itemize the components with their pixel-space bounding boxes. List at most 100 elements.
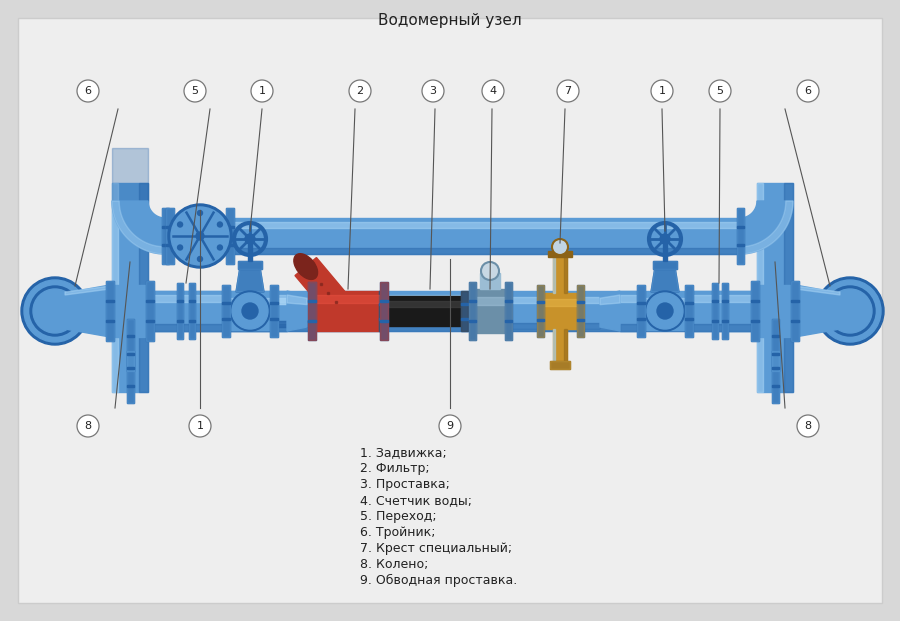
Bar <box>620 295 641 302</box>
Bar <box>238 261 262 269</box>
Bar <box>248 239 252 261</box>
Bar <box>106 300 114 302</box>
Bar <box>577 285 583 337</box>
Bar <box>722 300 728 302</box>
Bar <box>505 282 511 340</box>
Bar <box>643 292 687 330</box>
Bar <box>577 319 583 321</box>
Bar <box>166 226 174 228</box>
Text: 1: 1 <box>258 86 265 96</box>
Text: 3: 3 <box>429 86 436 96</box>
Text: 1: 1 <box>659 86 665 96</box>
Circle shape <box>218 222 222 227</box>
Bar <box>150 291 287 331</box>
Bar <box>166 244 174 246</box>
Bar <box>722 283 728 339</box>
Bar <box>836 324 840 331</box>
Bar <box>226 322 307 327</box>
Polygon shape <box>295 258 354 320</box>
Bar <box>127 335 133 337</box>
Bar <box>755 285 795 337</box>
Bar <box>771 351 778 403</box>
Bar <box>112 337 148 392</box>
Text: 6. Тройник;: 6. Тройник; <box>360 526 436 539</box>
Bar <box>771 353 778 355</box>
Bar <box>308 282 316 340</box>
Bar <box>469 282 475 340</box>
Circle shape <box>33 289 77 333</box>
Bar <box>577 285 583 337</box>
Bar <box>791 281 799 341</box>
Bar <box>189 283 195 339</box>
Bar <box>170 222 230 228</box>
Bar <box>312 274 314 276</box>
Bar <box>736 208 743 264</box>
Bar <box>226 208 234 264</box>
Circle shape <box>232 293 268 329</box>
Bar <box>480 273 500 289</box>
Bar <box>508 323 538 329</box>
Circle shape <box>177 245 183 250</box>
Circle shape <box>557 80 579 102</box>
Text: 7. Крест специальный;: 7. Крест специальный; <box>360 542 512 555</box>
Bar <box>146 320 154 322</box>
Bar <box>461 317 467 319</box>
Bar <box>536 319 544 321</box>
Bar <box>177 283 183 339</box>
Bar <box>505 282 511 340</box>
Bar <box>736 226 743 228</box>
Bar <box>161 226 168 228</box>
Circle shape <box>184 80 206 102</box>
Bar <box>751 320 759 322</box>
Circle shape <box>168 204 232 268</box>
Text: 6: 6 <box>805 86 812 96</box>
Circle shape <box>230 291 270 331</box>
Bar <box>228 292 272 330</box>
Circle shape <box>657 303 673 319</box>
Bar <box>538 293 582 329</box>
Bar <box>226 226 234 228</box>
Text: 4. Счетчик воды;: 4. Счетчик воды; <box>360 494 472 507</box>
Bar <box>270 285 278 337</box>
Bar <box>165 222 740 228</box>
Circle shape <box>660 234 670 244</box>
Bar <box>663 239 667 261</box>
Bar <box>637 318 645 320</box>
Bar <box>177 300 183 302</box>
Bar <box>553 255 555 293</box>
Polygon shape <box>65 286 110 295</box>
Bar <box>620 291 641 331</box>
Bar <box>712 320 718 322</box>
Circle shape <box>552 239 568 255</box>
Bar <box>65 324 67 331</box>
Bar <box>689 324 755 331</box>
Bar <box>161 208 168 264</box>
Polygon shape <box>65 285 110 337</box>
Text: 3. Проставка;: 3. Проставка; <box>360 478 450 491</box>
Bar <box>712 300 718 302</box>
Text: 9. Обводная проставка.: 9. Обводная проставка. <box>360 574 518 587</box>
Bar <box>65 295 67 302</box>
Text: 5. Переход;: 5. Переход; <box>360 510 436 523</box>
Bar <box>836 291 840 331</box>
Bar <box>685 285 693 337</box>
Bar <box>553 329 567 367</box>
Bar <box>274 295 312 327</box>
Bar <box>470 297 510 305</box>
Bar <box>310 295 386 303</box>
Bar <box>771 367 778 369</box>
Text: 8: 8 <box>805 421 812 431</box>
Bar <box>637 285 645 337</box>
Circle shape <box>77 415 99 437</box>
Polygon shape <box>651 267 679 292</box>
Polygon shape <box>287 291 307 331</box>
Bar <box>69 295 836 302</box>
Bar <box>146 300 154 302</box>
Bar <box>177 283 183 339</box>
Bar <box>505 320 511 322</box>
Bar <box>685 302 693 304</box>
Polygon shape <box>740 201 793 254</box>
Bar <box>757 183 763 336</box>
Bar <box>378 296 468 326</box>
Bar <box>166 208 174 264</box>
